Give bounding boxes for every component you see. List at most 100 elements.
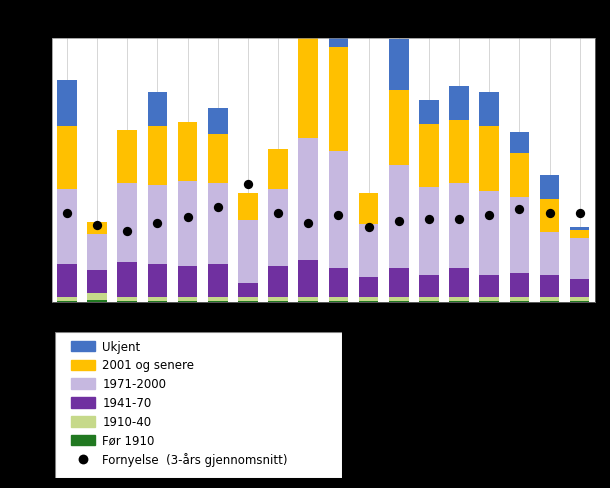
- Bar: [540, 297, 559, 302]
- Point: [514, 205, 524, 213]
- Bar: [148, 265, 167, 297]
- Bar: [449, 297, 469, 302]
- Bar: [570, 279, 589, 297]
- Point: [364, 224, 373, 231]
- Bar: [329, 151, 348, 269]
- Bar: [178, 297, 198, 302]
- Bar: [298, 0, 318, 36]
- Text: 1910-40: 1910-40: [102, 415, 151, 428]
- Bar: [118, 131, 137, 184]
- Bar: [208, 184, 228, 265]
- Bar: [298, 139, 318, 261]
- Bar: [389, 165, 409, 269]
- Bar: [479, 127, 499, 192]
- Bar: [389, 91, 409, 165]
- Bar: [118, 302, 137, 303]
- Text: Ukjent: Ukjent: [102, 340, 140, 353]
- Bar: [479, 297, 499, 302]
- Bar: [419, 297, 439, 302]
- Bar: [329, 0, 348, 48]
- Text: 2001 og senere: 2001 og senere: [102, 359, 194, 372]
- Bar: [359, 194, 378, 224]
- Point: [243, 181, 253, 189]
- Bar: [71, 416, 95, 427]
- Bar: [208, 265, 228, 297]
- Bar: [268, 190, 288, 267]
- Point: [213, 203, 223, 211]
- Point: [273, 209, 283, 217]
- Point: [123, 228, 132, 236]
- Bar: [87, 301, 107, 303]
- Bar: [570, 227, 589, 230]
- Bar: [389, 269, 409, 297]
- Bar: [238, 220, 257, 283]
- Bar: [178, 267, 198, 297]
- Point: [545, 209, 554, 217]
- Bar: [449, 86, 469, 121]
- Bar: [449, 184, 469, 269]
- Bar: [389, 297, 409, 302]
- Bar: [298, 297, 318, 302]
- Bar: [389, 40, 409, 91]
- Bar: [359, 302, 378, 303]
- Point: [454, 216, 464, 224]
- Point: [484, 211, 494, 219]
- Point: [92, 222, 102, 229]
- Text: Fornyelse  (3-års gjennomsnitt): Fornyelse (3-års gjennomsnitt): [102, 452, 288, 466]
- Bar: [479, 302, 499, 303]
- Bar: [57, 297, 77, 302]
- Bar: [570, 302, 589, 303]
- Bar: [540, 232, 559, 275]
- Bar: [509, 297, 529, 302]
- Bar: [57, 190, 77, 265]
- Bar: [71, 397, 95, 408]
- Point: [183, 214, 193, 222]
- Bar: [87, 223, 107, 234]
- Bar: [329, 302, 348, 303]
- Bar: [509, 133, 529, 153]
- Bar: [359, 224, 378, 277]
- Bar: [238, 297, 257, 302]
- Bar: [419, 125, 439, 188]
- Bar: [87, 293, 107, 301]
- Bar: [71, 360, 95, 370]
- Point: [334, 211, 343, 219]
- Bar: [87, 234, 107, 271]
- Bar: [509, 302, 529, 303]
- Bar: [570, 230, 589, 239]
- Point: [575, 209, 584, 217]
- Bar: [509, 153, 529, 198]
- Point: [424, 216, 434, 224]
- Bar: [71, 435, 95, 446]
- Bar: [238, 283, 257, 297]
- Bar: [268, 149, 288, 190]
- Text: 1971-2000: 1971-2000: [102, 378, 166, 390]
- Bar: [449, 302, 469, 303]
- Bar: [449, 121, 469, 184]
- Bar: [238, 194, 257, 220]
- Text: Før 1910: Før 1910: [102, 434, 154, 447]
- Bar: [208, 109, 228, 135]
- Bar: [570, 297, 589, 302]
- Bar: [71, 341, 95, 352]
- Bar: [118, 184, 137, 263]
- Bar: [449, 269, 469, 297]
- Bar: [509, 198, 529, 273]
- Bar: [329, 269, 348, 297]
- Bar: [57, 81, 77, 127]
- Bar: [268, 267, 288, 297]
- Bar: [57, 127, 77, 190]
- Bar: [208, 135, 228, 184]
- Bar: [148, 127, 167, 186]
- Bar: [540, 275, 559, 297]
- Bar: [329, 48, 348, 151]
- Bar: [148, 297, 167, 302]
- Bar: [540, 302, 559, 303]
- Bar: [148, 186, 167, 265]
- Bar: [419, 275, 439, 297]
- Bar: [57, 302, 77, 303]
- Bar: [419, 188, 439, 275]
- Bar: [298, 302, 318, 303]
- Bar: [540, 176, 559, 200]
- Point: [62, 209, 72, 217]
